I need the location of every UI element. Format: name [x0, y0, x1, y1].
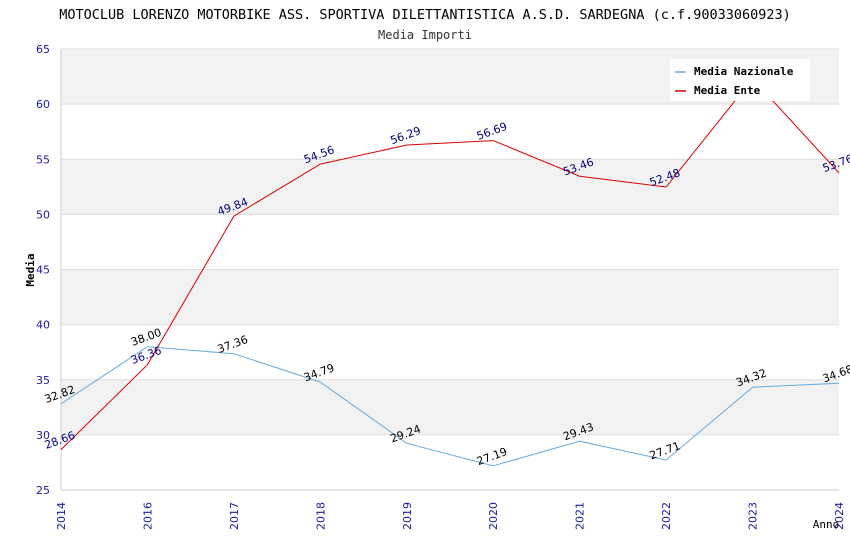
y-tick-label: 55 [36, 153, 50, 166]
y-axis-ticks: 25 30 35 40 45 50 55 60 65 [36, 43, 50, 497]
y-tick-label: 50 [36, 208, 50, 221]
x-tick-label: 2016 [141, 502, 154, 530]
plot-band [61, 104, 839, 160]
plot-band [61, 159, 839, 215]
y-axis-label: Media [24, 253, 37, 286]
x-tick-label: 2023 [747, 502, 760, 530]
y-tick-label: 65 [36, 43, 50, 56]
x-tick-label: 2018 [314, 502, 327, 530]
grid-lines [60, 48, 839, 491]
plot-bands [61, 49, 839, 490]
chart-title: MOTOCLUB LORENZO MOTORBIKE ASS. SPORTIVA… [59, 7, 791, 23]
x-tick-label: 2017 [228, 502, 241, 530]
x-tick-label: 2024 [833, 502, 846, 530]
x-axis-ticks: 2014 2016 2017 2018 2019 2020 2021 2022 2023 2024 [55, 502, 846, 530]
legend-label-media-nazionale: Media Nazionale [694, 65, 794, 78]
plot-band [61, 434, 839, 490]
plot-band [61, 269, 839, 325]
legend-label-media-ente: Media Ente [694, 84, 761, 97]
y-tick-label: 35 [36, 374, 50, 387]
x-tick-label: 2019 [401, 502, 414, 530]
plot-band [61, 379, 839, 435]
plot-band [61, 324, 839, 380]
y-tick-label: 30 [36, 429, 50, 442]
y-tick-label: 60 [36, 98, 50, 111]
y-tick-label: 45 [36, 264, 50, 277]
plot-band [61, 214, 839, 270]
legend-box [670, 59, 810, 101]
y-tick-label: 25 [36, 484, 50, 497]
x-axis-label: Anno [813, 518, 840, 531]
x-tick-label: 2014 [55, 502, 68, 530]
x-tick-label: 2021 [574, 502, 587, 530]
x-tick-label: 2022 [660, 502, 673, 530]
x-tick-label: 2020 [487, 502, 500, 530]
legend: Media Nazionale Media Ente [670, 59, 810, 101]
series-line-media-ente [60, 78, 840, 450]
series-line-media-nazionale [60, 346, 840, 467]
y-tick-label: 40 [36, 319, 50, 332]
chart-subtitle: Media Importi [378, 28, 472, 42]
